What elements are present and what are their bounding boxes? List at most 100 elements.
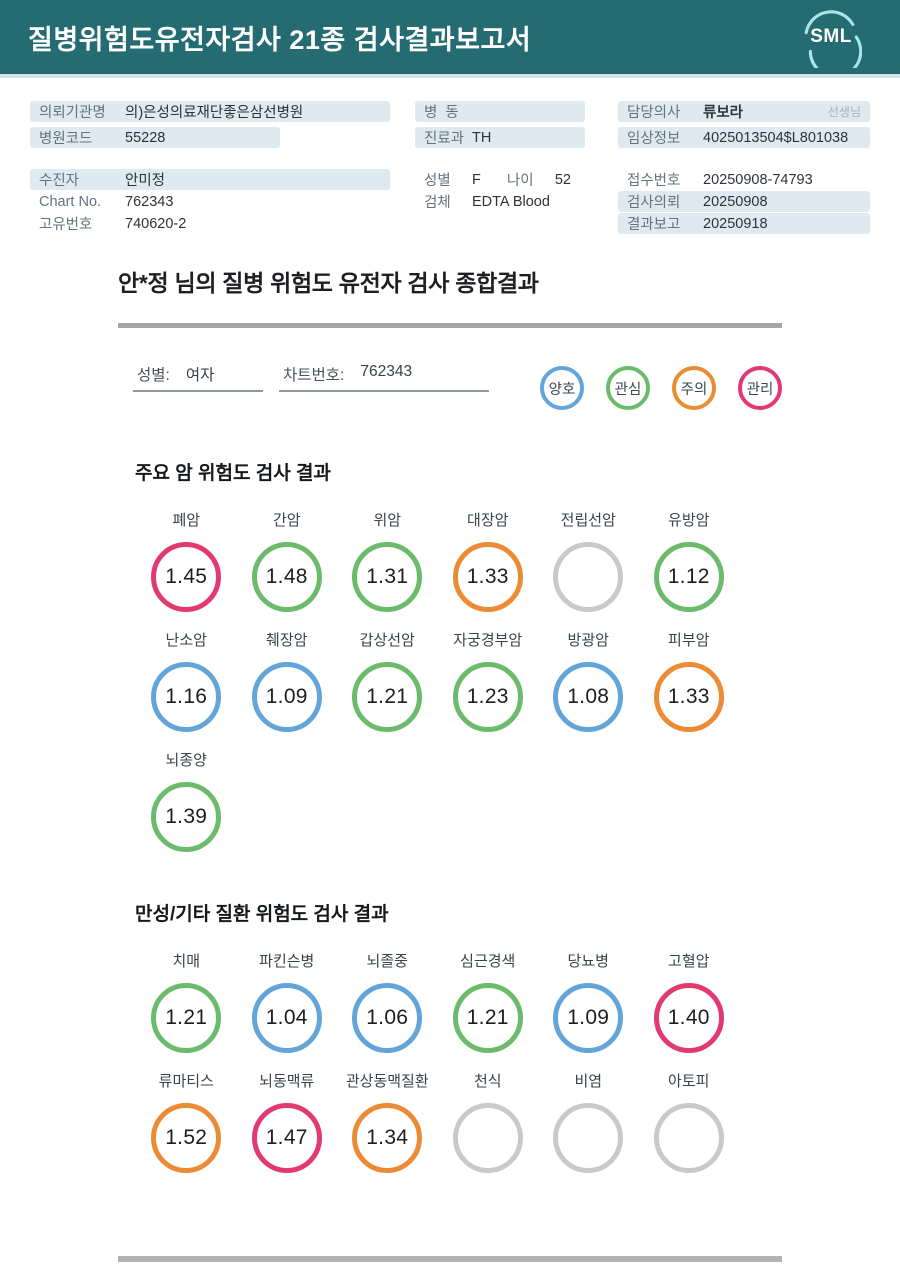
sml-logo-arcs-icon: [804, 10, 862, 68]
risk-circle: 1.48: [251, 542, 322, 612]
hospital-code-field: 병원코드 55228: [30, 127, 280, 148]
department-field: 진료과 TH: [415, 127, 585, 148]
result-item: 관상동맥질환 1.34: [337, 1070, 438, 1173]
request-date-label: 검사의뢰: [627, 195, 681, 211]
hospital-code-label: 병원코드: [39, 131, 93, 147]
section-title-chronic: 만성/기타 질환 위험도 검사 결과: [135, 904, 389, 925]
legend-label: 관리: [746, 381, 774, 398]
result-item: 뇌졸중 1.06: [337, 950, 438, 1053]
risk-value: 1.09: [265, 685, 308, 708]
result-item: 파킨슨병 1.04: [237, 950, 338, 1053]
risk-value: 1.45: [165, 565, 208, 588]
risk-circle: 1.16: [151, 662, 222, 732]
chart-number-field: 차트번호: 762343: [279, 361, 489, 392]
risk-value: 1.52: [165, 1126, 208, 1149]
risk-circle: 1.23: [452, 662, 523, 732]
report-date-value: 20250918: [703, 215, 768, 232]
legend-item: 양호: [540, 366, 584, 410]
chronic-risk-grid: 치매 1.21 파킨슨병 1.04 뇌졸중 1.06 심근경색: [118, 950, 782, 1173]
risk-circle: 1.12: [653, 542, 724, 612]
disease-label: 폐암: [172, 512, 201, 529]
disease-label: 위암: [373, 512, 402, 529]
result-item: 유방암 1.12: [639, 509, 740, 612]
result-item: 자궁경부암 1.23: [438, 629, 539, 732]
risk-circle: 1.39: [151, 782, 222, 852]
disease-label: 갑상선암: [359, 632, 415, 649]
legend-label: 관심: [614, 381, 642, 398]
clinical-info-field: 임상정보 4025013504$L801038: [618, 127, 870, 148]
org-name-label: 의뢰기관명: [39, 105, 106, 121]
risk-circle: 1.31: [352, 542, 423, 612]
report-title: 질병위험도유전자검사 21종 검사결과보고서: [28, 24, 532, 55]
result-item: 심근경색 1.21: [438, 950, 539, 1053]
disease-label: 유방암: [668, 512, 710, 529]
department-value: TH: [472, 129, 492, 146]
specimen-label: 검체: [424, 195, 451, 211]
result-item: 전립선암: [538, 509, 639, 612]
doctor-suffix: 선생님: [827, 105, 861, 119]
risk-value: 1.09: [567, 1006, 610, 1029]
disease-label: 아토피: [668, 1073, 710, 1090]
gender-label: 성별:: [137, 367, 170, 384]
report-date-field: 결과보고 20250918: [618, 213, 870, 234]
disease-label: 류마티스: [158, 1073, 214, 1090]
legend-label: 주의: [680, 381, 708, 398]
disease-label: 당뇨병: [567, 953, 609, 970]
disease-label: 간암: [272, 512, 301, 529]
bottom-divider: [118, 1256, 782, 1262]
ward-field: 병 동: [415, 101, 585, 122]
disease-label: 췌장암: [266, 632, 308, 649]
risk-circle: 1.40: [653, 983, 724, 1053]
summary-title: 안*정 님의 질병 위험도 유전자 검사 종합결과: [118, 270, 539, 296]
report-date-label: 결과보고: [627, 217, 681, 233]
unique-no-label: 고유번호: [39, 217, 93, 233]
risk-circle: [553, 1103, 624, 1173]
risk-value: 1.04: [265, 1006, 308, 1029]
cancer-risk-grid: 폐암 1.45 간암 1.48 위암 1.31 대장암: [118, 509, 782, 852]
org-name-value: 의)은성의료재단좋은삼선병원: [125, 105, 304, 121]
department-label: 진료과: [424, 131, 465, 147]
risk-circle: 1.34: [352, 1103, 423, 1173]
legend-item: 관리: [738, 366, 782, 410]
section-title-cancer: 주요 암 위험도 검사 결과: [135, 463, 331, 484]
report-header: 질병위험도유전자검사 21종 검사결과보고서 SML: [0, 0, 900, 78]
request-date-value: 20250908: [703, 193, 768, 210]
receipt-no-value: 20250908-74793: [703, 171, 813, 188]
clinical-info-value: 4025013504$L801038: [703, 129, 849, 146]
risk-circle: 1.08: [553, 662, 624, 732]
risk-circle: 1.21: [452, 983, 523, 1053]
disease-label: 방광암: [567, 632, 609, 649]
disease-label: 천식: [473, 1073, 502, 1090]
risk-value: 1.39: [165, 805, 208, 828]
gender-value: 여자: [185, 367, 215, 384]
disease-label: 비염: [574, 1073, 603, 1090]
risk-value: 1.21: [165, 1006, 208, 1029]
risk-circle: [452, 1103, 523, 1173]
disease-label: 자궁경부암: [453, 632, 523, 649]
risk-circle: 1.09: [553, 983, 624, 1053]
result-item: 갑상선암 1.21: [337, 629, 438, 732]
result-item: 비염: [538, 1070, 639, 1173]
risk-circle: 1.47: [251, 1103, 322, 1173]
info-column-right: 담당의사 류보라 선생님 임상정보 4025013504$L801038 접수번…: [618, 101, 870, 239]
result-item: 류마티스 1.52: [136, 1070, 237, 1173]
info-column-left: 의뢰기관명 의)은성의료재단좋은삼선병원 병원코드 55228 수진자 안미정 …: [30, 101, 390, 239]
disease-label: 피부암: [668, 632, 710, 649]
risk-circle: 1.21: [151, 983, 222, 1053]
result-item: 고혈압 1.40: [639, 950, 740, 1053]
result-item: 방광암 1.08: [538, 629, 639, 732]
result-item: 뇌동맥류 1.47: [237, 1070, 338, 1173]
spacer: [618, 153, 870, 169]
ward-label: 병 동: [424, 105, 459, 121]
result-item: 당뇨병 1.09: [538, 950, 639, 1053]
gender-field: 성별: 여자: [133, 361, 263, 392]
unique-no-value: 740620-2: [125, 215, 187, 232]
specimen-field: 검체 EDTA Blood: [415, 191, 585, 212]
risk-circle: 1.09: [251, 662, 322, 732]
risk-circle: 1.04: [251, 983, 322, 1053]
result-item: 대장암 1.33: [438, 509, 539, 612]
risk-value: 1.33: [466, 565, 509, 588]
result-item: 난소암 1.16: [136, 629, 237, 732]
result-item: 간암 1.48: [237, 509, 338, 612]
risk-circle: 1.21: [352, 662, 423, 732]
